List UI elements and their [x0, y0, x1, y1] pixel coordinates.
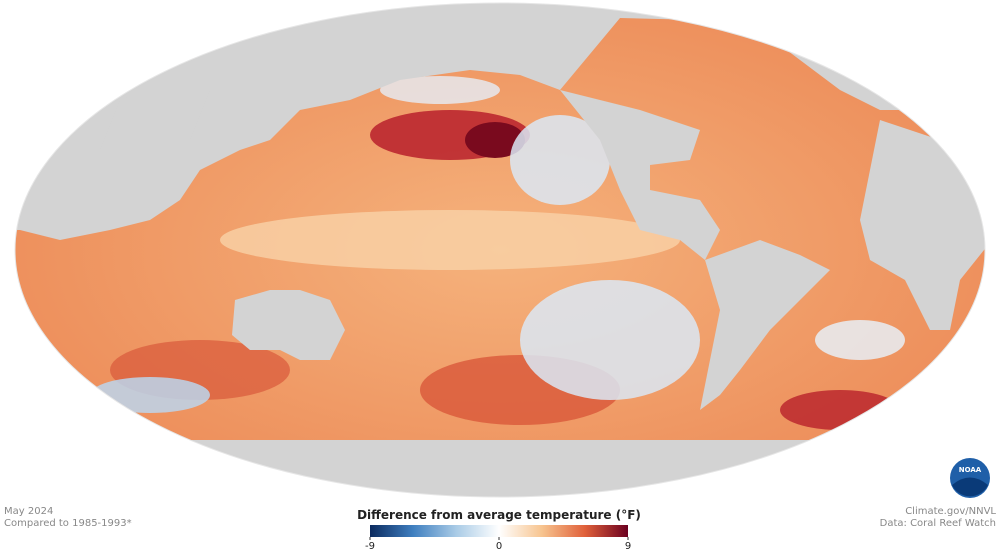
logo-text: NOAA: [959, 466, 982, 474]
colorbar-tick-label: 0: [496, 541, 502, 552]
colorbar: [370, 525, 628, 537]
colorbar-tick-label: 9: [625, 541, 631, 552]
logo-wave: [952, 477, 988, 497]
hot-patch: [465, 122, 525, 158]
baseline: Compared to 1985-1993*: [4, 518, 132, 529]
globe-outline: [14, 2, 986, 498]
cool-patch: [510, 115, 610, 205]
data-source: Data: Coral Reef Watch: [880, 518, 996, 529]
date: May 2024: [4, 506, 53, 517]
legend-title: Difference from average temperature (°F): [357, 508, 641, 522]
credit: Climate.gov/NNVL: [905, 506, 996, 517]
cool-patch: [815, 320, 905, 360]
cool-patch: [380, 76, 500, 104]
colorbar-tick-label: -9: [365, 541, 375, 552]
equatorial-band: [220, 210, 680, 270]
hot-patch: [780, 390, 900, 430]
cool-patch: [520, 280, 700, 400]
noaa-logo: NOAA: [950, 458, 990, 498]
